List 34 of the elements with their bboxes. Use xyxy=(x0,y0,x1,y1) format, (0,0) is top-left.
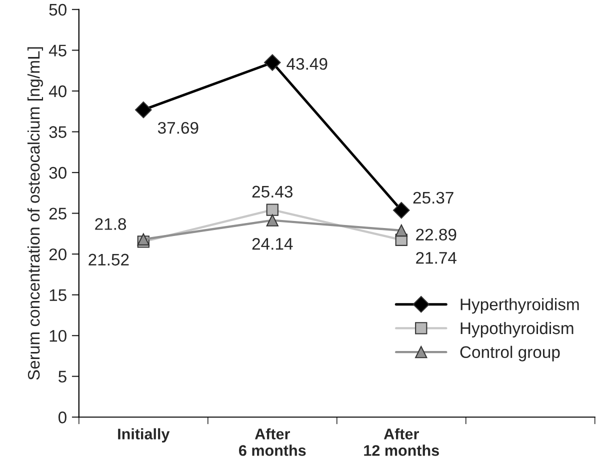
y-tick-label: 40 xyxy=(48,85,66,98)
x-tick-label: After 12 months xyxy=(364,428,439,456)
point xyxy=(137,233,150,246)
point xyxy=(395,224,408,237)
data-label: 24.14 xyxy=(252,238,293,250)
data-label: 43.49 xyxy=(286,58,328,70)
y-tick-label: 45 xyxy=(48,44,66,56)
point xyxy=(135,101,152,118)
data-label: 25.37 xyxy=(413,192,454,204)
point xyxy=(266,204,278,216)
legend-label: Hypothyroidism xyxy=(460,322,574,338)
point xyxy=(266,214,278,226)
y-tick-label: 5 xyxy=(58,370,66,383)
legend-label: Control group xyxy=(460,346,560,362)
x-tick-label: Initially xyxy=(118,428,170,442)
data-label: 21.52 xyxy=(88,254,129,266)
y-tick-label: 15 xyxy=(50,289,66,302)
y-tick-label: 10 xyxy=(50,330,66,342)
point xyxy=(393,202,410,219)
data-label: 25.43 xyxy=(252,186,293,198)
y-tick-label: 50 xyxy=(49,4,66,16)
data-label: 22.89 xyxy=(416,228,456,241)
legend-label: Hyperthyroidism xyxy=(460,298,579,314)
point xyxy=(264,54,281,71)
x-tick-label: After 6 months xyxy=(239,428,306,456)
data-label: 21.74 xyxy=(416,252,456,264)
y-tick-label: 25 xyxy=(49,208,66,220)
data-label: 37.69 xyxy=(158,122,198,134)
y-tick-label: 30 xyxy=(49,166,66,179)
y-axis-title: Serum concentration of osteocalcium [ng/mL] xyxy=(27,47,44,380)
y-tick-label: 20 xyxy=(49,248,66,260)
data-label: 21.8 xyxy=(95,218,126,230)
y-tick-label: 0 xyxy=(58,412,66,424)
y-tick-label: 35 xyxy=(49,126,66,138)
